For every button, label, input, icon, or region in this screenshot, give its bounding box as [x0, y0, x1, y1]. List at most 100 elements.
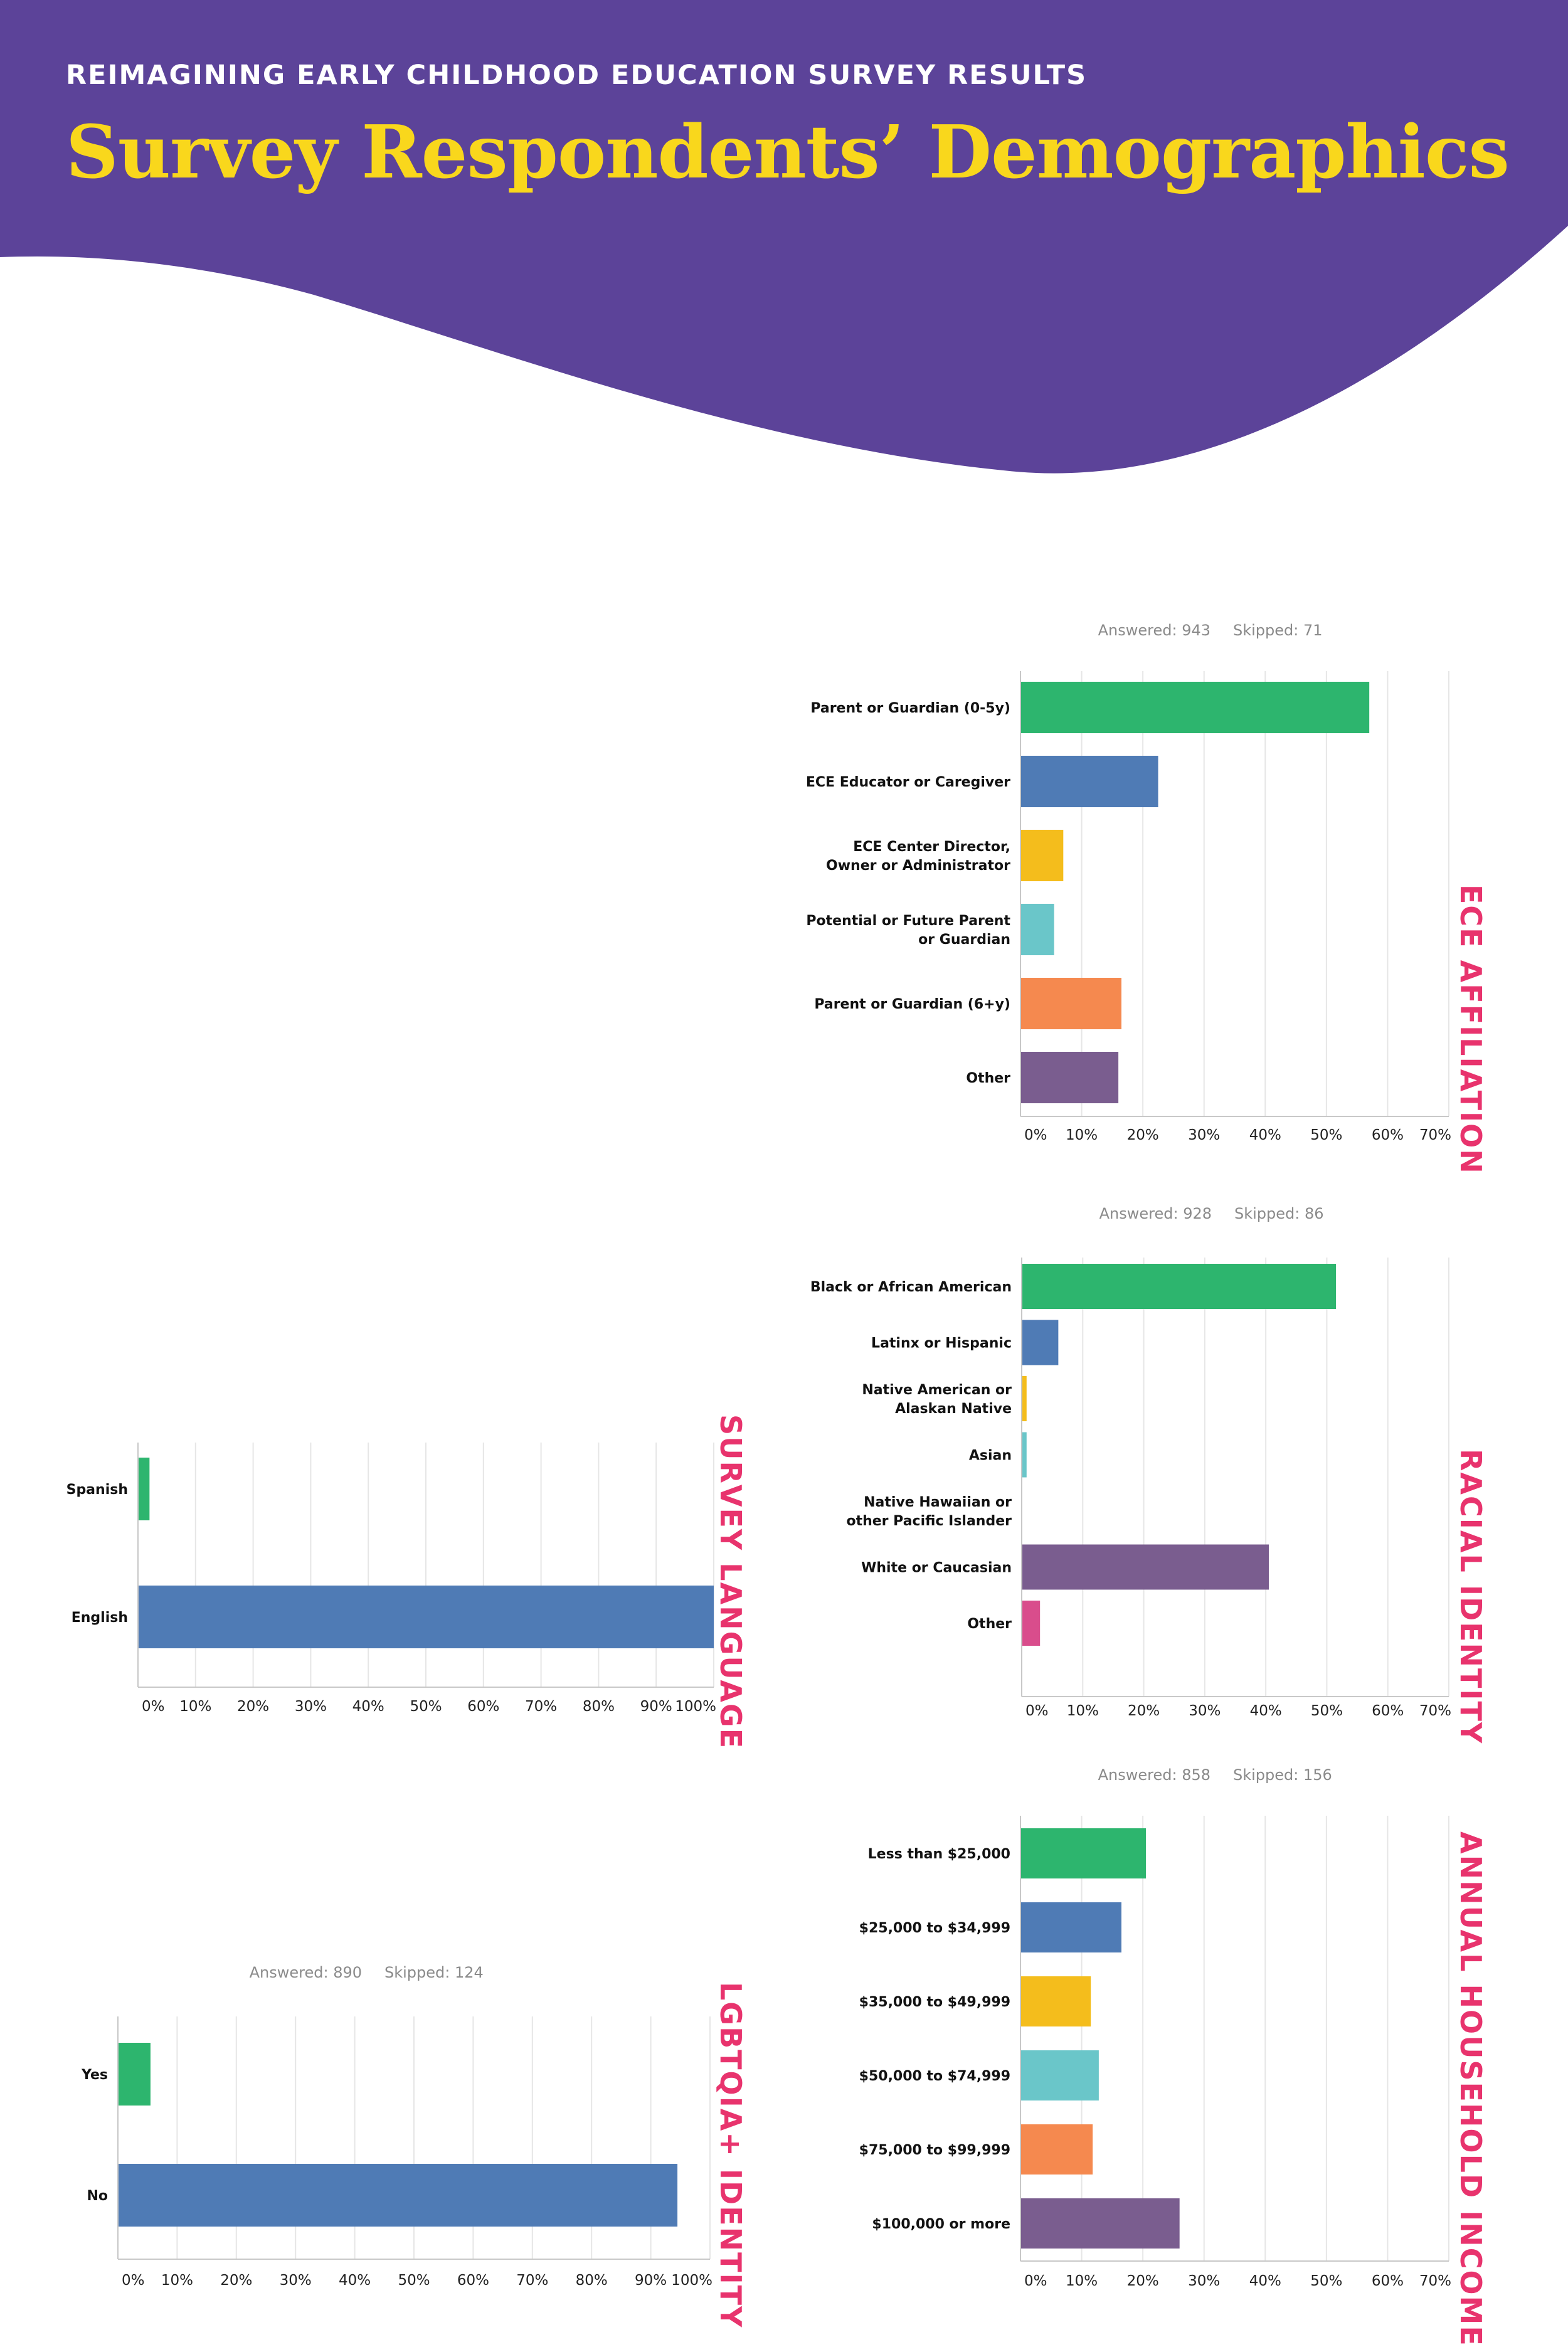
- category-label: Parent or Guardian (6+y): [814, 997, 1010, 1012]
- x-tick-label: 20%: [1128, 1703, 1160, 1719]
- category-label: $100,000 or more: [872, 2217, 1010, 2232]
- category-label: ECE Center Director, Owner or Administrat…: [826, 839, 1010, 874]
- category-label: Spanish: [66, 1482, 128, 1498]
- bar: [1020, 682, 1370, 733]
- category-label: Yes: [81, 2067, 108, 2083]
- bar: [1020, 2124, 1093, 2175]
- bar: [1022, 1544, 1269, 1590]
- x-tick-label: 0%: [1025, 1703, 1049, 1719]
- x-tick-label: 60%: [1372, 1703, 1404, 1719]
- x-tick-label: 30%: [295, 1698, 327, 1715]
- bar: [1020, 2050, 1099, 2100]
- x-tick-label: 0%: [142, 1698, 165, 1715]
- category-label: English: [72, 1610, 128, 1626]
- answered-count: Answered: 928: [1099, 1205, 1212, 1222]
- x-tick-label: 60%: [1372, 2273, 1404, 2289]
- bar: [138, 1586, 714, 1648]
- header-wave-shape: [0, 0, 1568, 474]
- category-label: Potential or Future Parent or Guardian: [806, 913, 1010, 948]
- bar: [1020, 1976, 1091, 2026]
- x-tick-label: 10%: [1067, 1703, 1099, 1719]
- x-tick-label: 20%: [220, 2272, 252, 2289]
- bar: [1020, 756, 1158, 807]
- bar: [1022, 1376, 1027, 1421]
- racial-identity-chart: Answered: 928 Skipped: 86 Black or African…: [810, 1205, 1451, 1719]
- category-label: Less than $25,000: [868, 1846, 1010, 1862]
- bar: [1020, 1828, 1147, 1878]
- x-tick-label: 80%: [583, 1698, 615, 1715]
- bar: [1020, 2198, 1180, 2249]
- x-tick-label: 10%: [1066, 1127, 1098, 1143]
- category-label: ECE Educator or Caregiver: [806, 775, 1010, 790]
- x-tick-label: 60%: [457, 2272, 489, 2289]
- x-tick-label: 70%: [525, 1698, 557, 1715]
- x-tick-label: 50%: [1311, 1703, 1343, 1719]
- category-label: $50,000 to $74,999: [859, 2069, 1010, 2084]
- page-title: Survey Respondents’ Demographics: [66, 110, 1510, 195]
- ece-affiliation-title: ECE AFFILIATION: [1454, 884, 1488, 1175]
- lgbtqia-identity-chart: Answered: 890 Skipped: 124 Yes No 0% 10% 20% 30…: [81, 1964, 712, 2289]
- bar: [1020, 904, 1054, 955]
- x-tick-label: 30%: [280, 2272, 312, 2289]
- x-tick-label: 40%: [1250, 1703, 1282, 1719]
- x-tick-label: 50%: [410, 1698, 442, 1715]
- x-tick-label: 0%: [122, 2272, 145, 2289]
- category-label: Parent or Guardian (0-5y): [810, 701, 1010, 716]
- x-tick-label: 30%: [1188, 1127, 1220, 1143]
- header-wave-band: [0, 0, 1568, 474]
- bar: [1022, 1320, 1059, 1365]
- category-label: $75,000 to $99,999: [859, 2143, 1010, 2158]
- bar: [118, 2164, 678, 2227]
- x-tick-label: 40%: [1249, 1127, 1281, 1143]
- header-kicker: REIMAGINING EARLY CHILDHOOD EDUCATION SU…: [66, 60, 1088, 91]
- annual-household-income-chart: Answered: 858 Skipped: 156 Less than $25,0…: [859, 1766, 1451, 2289]
- x-tick-label: 30%: [1189, 1703, 1221, 1719]
- skipped-count: Skipped: 156: [1233, 1766, 1332, 1784]
- x-tick-label: 0%: [1024, 1127, 1047, 1143]
- x-tick-label: 100%: [671, 2272, 712, 2289]
- category-label: Black or African American: [810, 1279, 1012, 1295]
- x-tick-label: 10%: [1066, 2273, 1098, 2289]
- bar: [1020, 830, 1064, 881]
- x-tick-label: 70%: [1419, 1127, 1451, 1143]
- x-tick-label: 90%: [635, 2272, 667, 2289]
- racial-identity-title: RACIAL IDENTITY: [1454, 1449, 1488, 1745]
- ece-affiliation-chart: Answered: 943 Skipped: 71 Parent or Guardi…: [806, 622, 1451, 1143]
- category-label: Other: [966, 1071, 1010, 1086]
- answered-count: Answered: 858: [1098, 1766, 1210, 1784]
- survey-language-title: SURVEY LANGUAGE: [714, 1414, 748, 1750]
- x-tick-label: 40%: [352, 1698, 384, 1715]
- x-tick-label: 30%: [1188, 2273, 1220, 2289]
- lgbtqia-identity-title: LGBTQIA+ IDENTITY: [714, 1982, 748, 2329]
- bar: [1022, 1432, 1027, 1478]
- answered-count: Answered: 890: [250, 1964, 362, 1981]
- bar: [1020, 978, 1121, 1029]
- x-tick-label: 0%: [1024, 2273, 1047, 2289]
- bar: [138, 1458, 150, 1520]
- category-label: White or Caucasian: [861, 1560, 1012, 1576]
- x-tick-label: 60%: [1372, 1127, 1404, 1143]
- x-tick-label: 10%: [161, 2272, 193, 2289]
- answered-count: Answered: 943: [1098, 622, 1210, 639]
- annual-household-income-title: ANNUAL HOUSEHOLD INCOME: [1454, 1831, 1488, 2347]
- category-label: $25,000 to $34,999: [859, 1920, 1010, 1936]
- bar: [1022, 1264, 1337, 1309]
- category-label: Latinx or Hispanic: [871, 1336, 1012, 1352]
- skipped-count: Skipped: 71: [1233, 622, 1323, 639]
- x-tick-label: 20%: [1127, 2273, 1159, 2289]
- survey-language-chart: Spanish English 0% 10% 20% 30% 40% 50% 60% 70% 80%…: [66, 1443, 716, 1715]
- x-tick-label: 50%: [398, 2272, 430, 2289]
- x-tick-label: 80%: [576, 2272, 608, 2289]
- bar: [1022, 1601, 1041, 1646]
- x-tick-label: 50%: [1310, 2273, 1342, 2289]
- category-label: No: [87, 2188, 108, 2204]
- x-tick-label: 10%: [179, 1698, 211, 1715]
- x-tick-label: 40%: [1249, 2273, 1281, 2289]
- category-label: Native Hawaiian or other Pacific Islander: [846, 1495, 1012, 1529]
- bar: [1020, 1052, 1119, 1103]
- category-label: Asian: [969, 1448, 1012, 1464]
- x-tick-label: 20%: [237, 1698, 269, 1715]
- x-tick-label: 20%: [1127, 1127, 1159, 1143]
- x-tick-label: 50%: [1310, 1127, 1342, 1143]
- category-label: $35,000 to $49,999: [859, 1994, 1010, 2010]
